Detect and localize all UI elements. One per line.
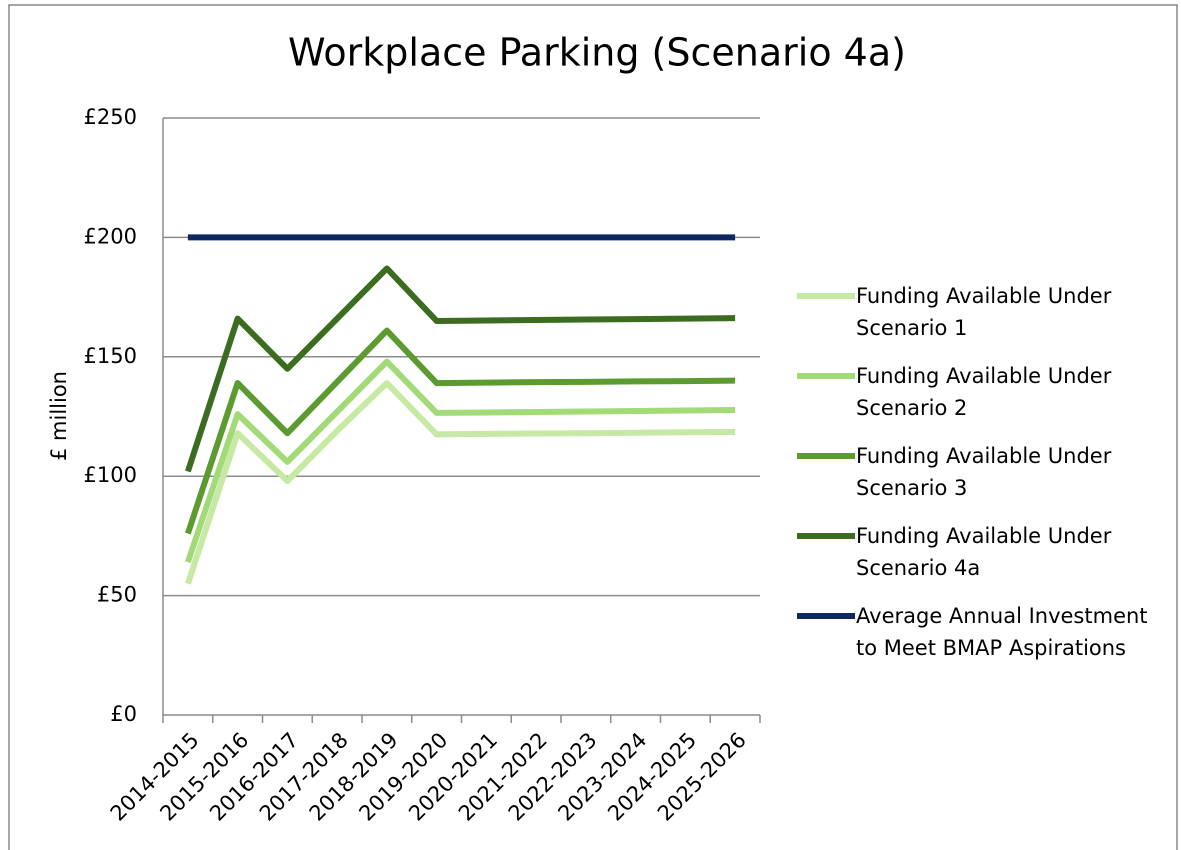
legend-label: Funding Available Under Scenario 2 bbox=[856, 364, 1112, 420]
chart-title: Workplace Parking (Scenario 4a) bbox=[288, 31, 906, 75]
chart-border bbox=[8, 4, 1178, 850]
series-line bbox=[185, 327, 736, 535]
y-axis-label: £ million bbox=[47, 371, 71, 461]
y-tick-label: £150 bbox=[84, 344, 137, 368]
series-line bbox=[185, 358, 736, 564]
legend-label: Funding Available Under Scenario 1 bbox=[856, 284, 1112, 340]
y-tick-label: £200 bbox=[84, 224, 137, 248]
legend-label: Average Annual Investment to Meet BMAP A… bbox=[856, 604, 1148, 660]
y-tick-label: £250 bbox=[84, 105, 137, 129]
series-line bbox=[185, 265, 736, 473]
y-tick-label: £100 bbox=[84, 463, 137, 487]
legend-label: Funding Available Under Scenario 4a bbox=[856, 524, 1112, 580]
y-tick-label: £50 bbox=[97, 583, 137, 607]
legend-label: Funding Available Under Scenario 3 bbox=[856, 444, 1112, 500]
series-line bbox=[185, 380, 736, 585]
y-tick-label: £0 bbox=[110, 702, 137, 726]
